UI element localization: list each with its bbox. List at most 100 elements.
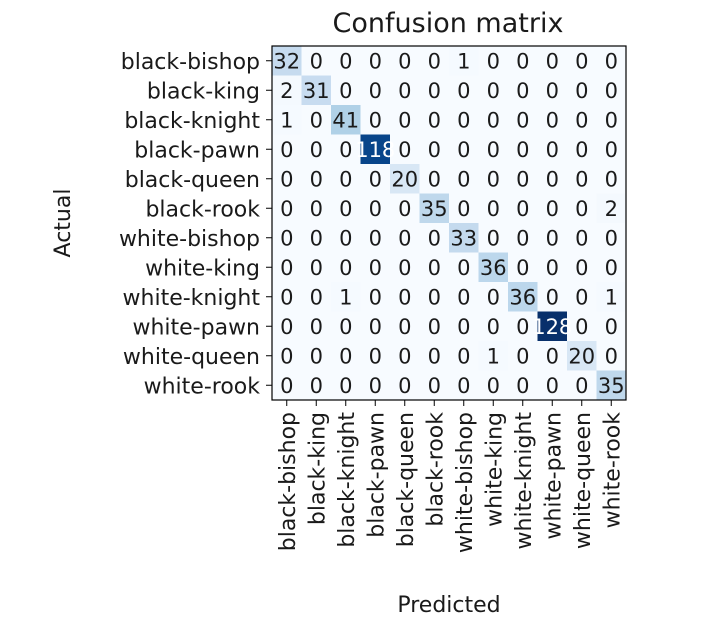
cell-value-label: 0 <box>369 285 382 309</box>
x-tick-label: black-pawn <box>364 412 389 538</box>
heatmap-cell <box>596 370 627 401</box>
x-tick-label: white-king <box>482 412 507 527</box>
heatmap-cell <box>508 252 538 283</box>
heatmap-cell <box>390 75 420 106</box>
heatmap-cell <box>537 193 568 224</box>
cell-value-label: 41 <box>332 108 359 132</box>
cell-value-label: 0 <box>575 108 588 132</box>
cell-value-label: 0 <box>339 49 352 73</box>
cell-value-label: 0 <box>575 285 588 309</box>
cell-value-label: 0 <box>369 226 382 250</box>
heatmap-cell <box>360 252 391 283</box>
x-axis-label: Predicted <box>397 593 500 618</box>
x-tick-label: white-pawn <box>541 412 566 540</box>
cell-value-label: 0 <box>487 79 500 103</box>
cell-value-label: 0 <box>487 285 500 309</box>
x-tick-label: white-knight <box>512 412 537 550</box>
cell-value-label: 0 <box>398 344 411 368</box>
x-tick-label: black-king <box>305 412 330 525</box>
cell-value-label: 0 <box>546 167 559 191</box>
cell-value-label: 0 <box>605 315 618 339</box>
heatmap-cell <box>390 370 420 401</box>
heatmap-cell <box>508 134 538 165</box>
heatmap-cell <box>596 223 627 253</box>
cell-value-label: 0 <box>605 79 618 103</box>
cell-value-label: 0 <box>605 49 618 73</box>
cell-value-label: 0 <box>428 344 441 368</box>
heatmap-cell <box>449 193 479 224</box>
heatmap-cell <box>272 193 302 224</box>
heatmap-cell <box>419 311 450 342</box>
cell-value-label: 0 <box>280 374 293 398</box>
heatmap-cell <box>449 252 479 283</box>
heatmap-cell <box>419 282 450 312</box>
heatmap-cell <box>390 252 420 283</box>
cell-value-label: 0 <box>369 344 382 368</box>
cell-value-label: 0 <box>339 315 352 339</box>
x-tick-label: black-rook <box>423 412 448 527</box>
cell-value-label: 0 <box>339 226 352 250</box>
heatmap-cell <box>272 46 302 76</box>
heatmap-cell <box>567 223 597 253</box>
heatmap-cell <box>272 223 302 253</box>
cell-value-label: 0 <box>575 256 588 280</box>
cell-value-label: 0 <box>398 79 411 103</box>
cell-value-label: 0 <box>398 315 411 339</box>
cell-value-label: 0 <box>575 374 588 398</box>
heatmap-cell <box>478 193 509 224</box>
cell-value-label: 0 <box>605 256 618 280</box>
cell-value-label: 0 <box>280 344 293 368</box>
heatmap-cell <box>449 46 479 76</box>
heatmap-cell <box>301 223 332 253</box>
heatmap-cell <box>478 282 509 312</box>
cell-value-label: 35 <box>421 197 448 221</box>
heatmap-cell <box>537 164 568 194</box>
heatmap-cell <box>508 105 538 135</box>
cell-value-label: 0 <box>280 226 293 250</box>
heatmap-cell <box>449 311 479 342</box>
x-tick-label: black-knight <box>335 412 360 548</box>
cell-value-label: 0 <box>398 49 411 73</box>
cell-value-label: 0 <box>457 285 470 309</box>
cell-value-label: 0 <box>457 374 470 398</box>
heatmap-cell <box>301 341 332 371</box>
cell-value-label: 1 <box>339 285 352 309</box>
heatmap-cell <box>478 370 509 401</box>
heatmap-cell <box>272 282 302 312</box>
y-tick-label: white-bishop <box>119 227 260 252</box>
cell-value-label: 0 <box>546 79 559 103</box>
heatmap-cells <box>272 46 627 401</box>
cell-value-label: 0 <box>369 79 382 103</box>
cell-value-label: 0 <box>487 49 500 73</box>
heatmap-cell <box>301 164 332 194</box>
heatmap-cell <box>390 282 420 312</box>
heatmap-cell <box>331 223 361 253</box>
heatmap-cell <box>390 164 420 194</box>
cell-value-label: 0 <box>310 138 323 162</box>
cell-value-label: 1 <box>280 108 293 132</box>
heatmap-cell <box>419 252 450 283</box>
cell-value-label: 0 <box>546 226 559 250</box>
cell-value-label: 0 <box>457 79 470 103</box>
cell-value-label: 1 <box>605 285 618 309</box>
heatmap-cell <box>596 46 627 76</box>
cell-value-label: 0 <box>428 79 441 103</box>
cell-value-label: 0 <box>339 79 352 103</box>
cell-value-label: 0 <box>428 315 441 339</box>
heatmap-cell <box>478 311 509 342</box>
cell-value-label: 0 <box>428 374 441 398</box>
heatmap-cell <box>508 341 538 371</box>
cell-value-label: 31 <box>303 79 330 103</box>
heatmap-cell <box>449 75 479 106</box>
cell-value-label: 0 <box>575 167 588 191</box>
heatmap-cell <box>449 134 479 165</box>
heatmap-cell <box>331 46 361 76</box>
cell-value-label: 0 <box>487 226 500 250</box>
heatmap-cell <box>390 193 420 224</box>
heatmap-cell <box>390 105 420 135</box>
heatmap-cell <box>331 282 361 312</box>
heatmap-cell <box>596 282 627 312</box>
heatmap-cell <box>360 341 391 371</box>
heatmap-cell <box>567 105 597 135</box>
heatmap-cell <box>272 134 302 165</box>
